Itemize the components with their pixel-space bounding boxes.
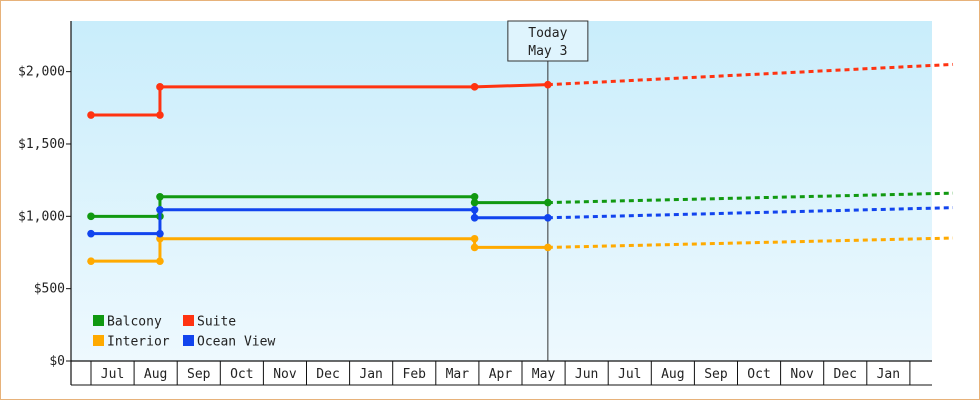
y-tick-label: $2,000 [18,65,65,80]
x-tick-label: Jan [359,367,382,382]
x-tick-label: Nov [790,367,814,382]
legend-swatch-suite [183,315,194,326]
data-point-interior [470,243,479,252]
y-tick-label: $500 [34,282,65,297]
x-tick-label: Jul [618,367,641,382]
x-tick-label: Sep [187,367,211,382]
data-point-suite [156,111,164,119]
data-point-ocean-view [156,229,164,238]
forecast-line-suite [547,62,954,87]
data-point-interior [156,257,164,265]
legend-label-ocean-view: Ocean View [197,335,275,350]
today-date: May 3 [528,44,567,59]
x-tick-label: Oct [230,367,253,382]
y-tick-label: $1,500 [18,137,65,152]
x-tick-label: May [532,367,556,382]
legend-swatch-interior [93,335,104,346]
legend-label-balcony: Balcony [107,315,162,330]
today-label: Today [528,26,567,41]
legend-swatch-balcony [93,315,104,326]
x-tick-label: Jun [575,367,598,382]
x-tick-label: Sep [704,367,728,382]
data-point-ocean-view [470,213,479,222]
x-tick-label: Nov [273,367,297,382]
forecast-line-balcony [547,191,954,205]
x-tick-label: Aug [144,367,167,382]
data-point-suite [470,83,479,91]
today-box [507,20,589,62]
y-tick-label: $0 [49,354,65,369]
legend-label-interior: Interior [107,335,170,350]
x-tick-label: Oct [747,367,770,382]
series-line-interior [91,237,548,263]
x-tick-label: Apr [489,367,513,382]
data-point-interior [87,257,95,265]
data-point-ocean-view [156,206,164,214]
forecast-line-interior [547,236,954,249]
forecast-line-ocean-view [547,206,954,220]
data-point-suite [156,83,164,91]
plot-area [71,21,932,361]
series-line-balcony [91,195,548,218]
x-tick-label: Jul [101,367,124,382]
data-point-suite [87,111,95,119]
data-point-balcony [470,192,479,201]
legend-label-suite: Suite [197,315,236,330]
x-tick-label: Mar [446,367,470,382]
y-tick-label: $1,000 [18,209,65,224]
data-point-interior [470,234,479,243]
data-point-ocean-view [470,206,479,214]
data-point-balcony [156,192,164,201]
x-tick-label: Aug [661,367,684,382]
data-point-ocean-view [87,229,95,238]
x-tick-label: Jan [877,367,900,382]
legend-swatch-ocean-view [183,335,194,346]
x-tick-label: Dec [316,367,339,382]
x-tick-label: Dec [834,367,857,382]
series-line-ocean-view [91,208,548,236]
x-tick-label: Feb [403,367,427,382]
data-point-balcony [470,198,479,207]
data-point-balcony [87,212,95,221]
